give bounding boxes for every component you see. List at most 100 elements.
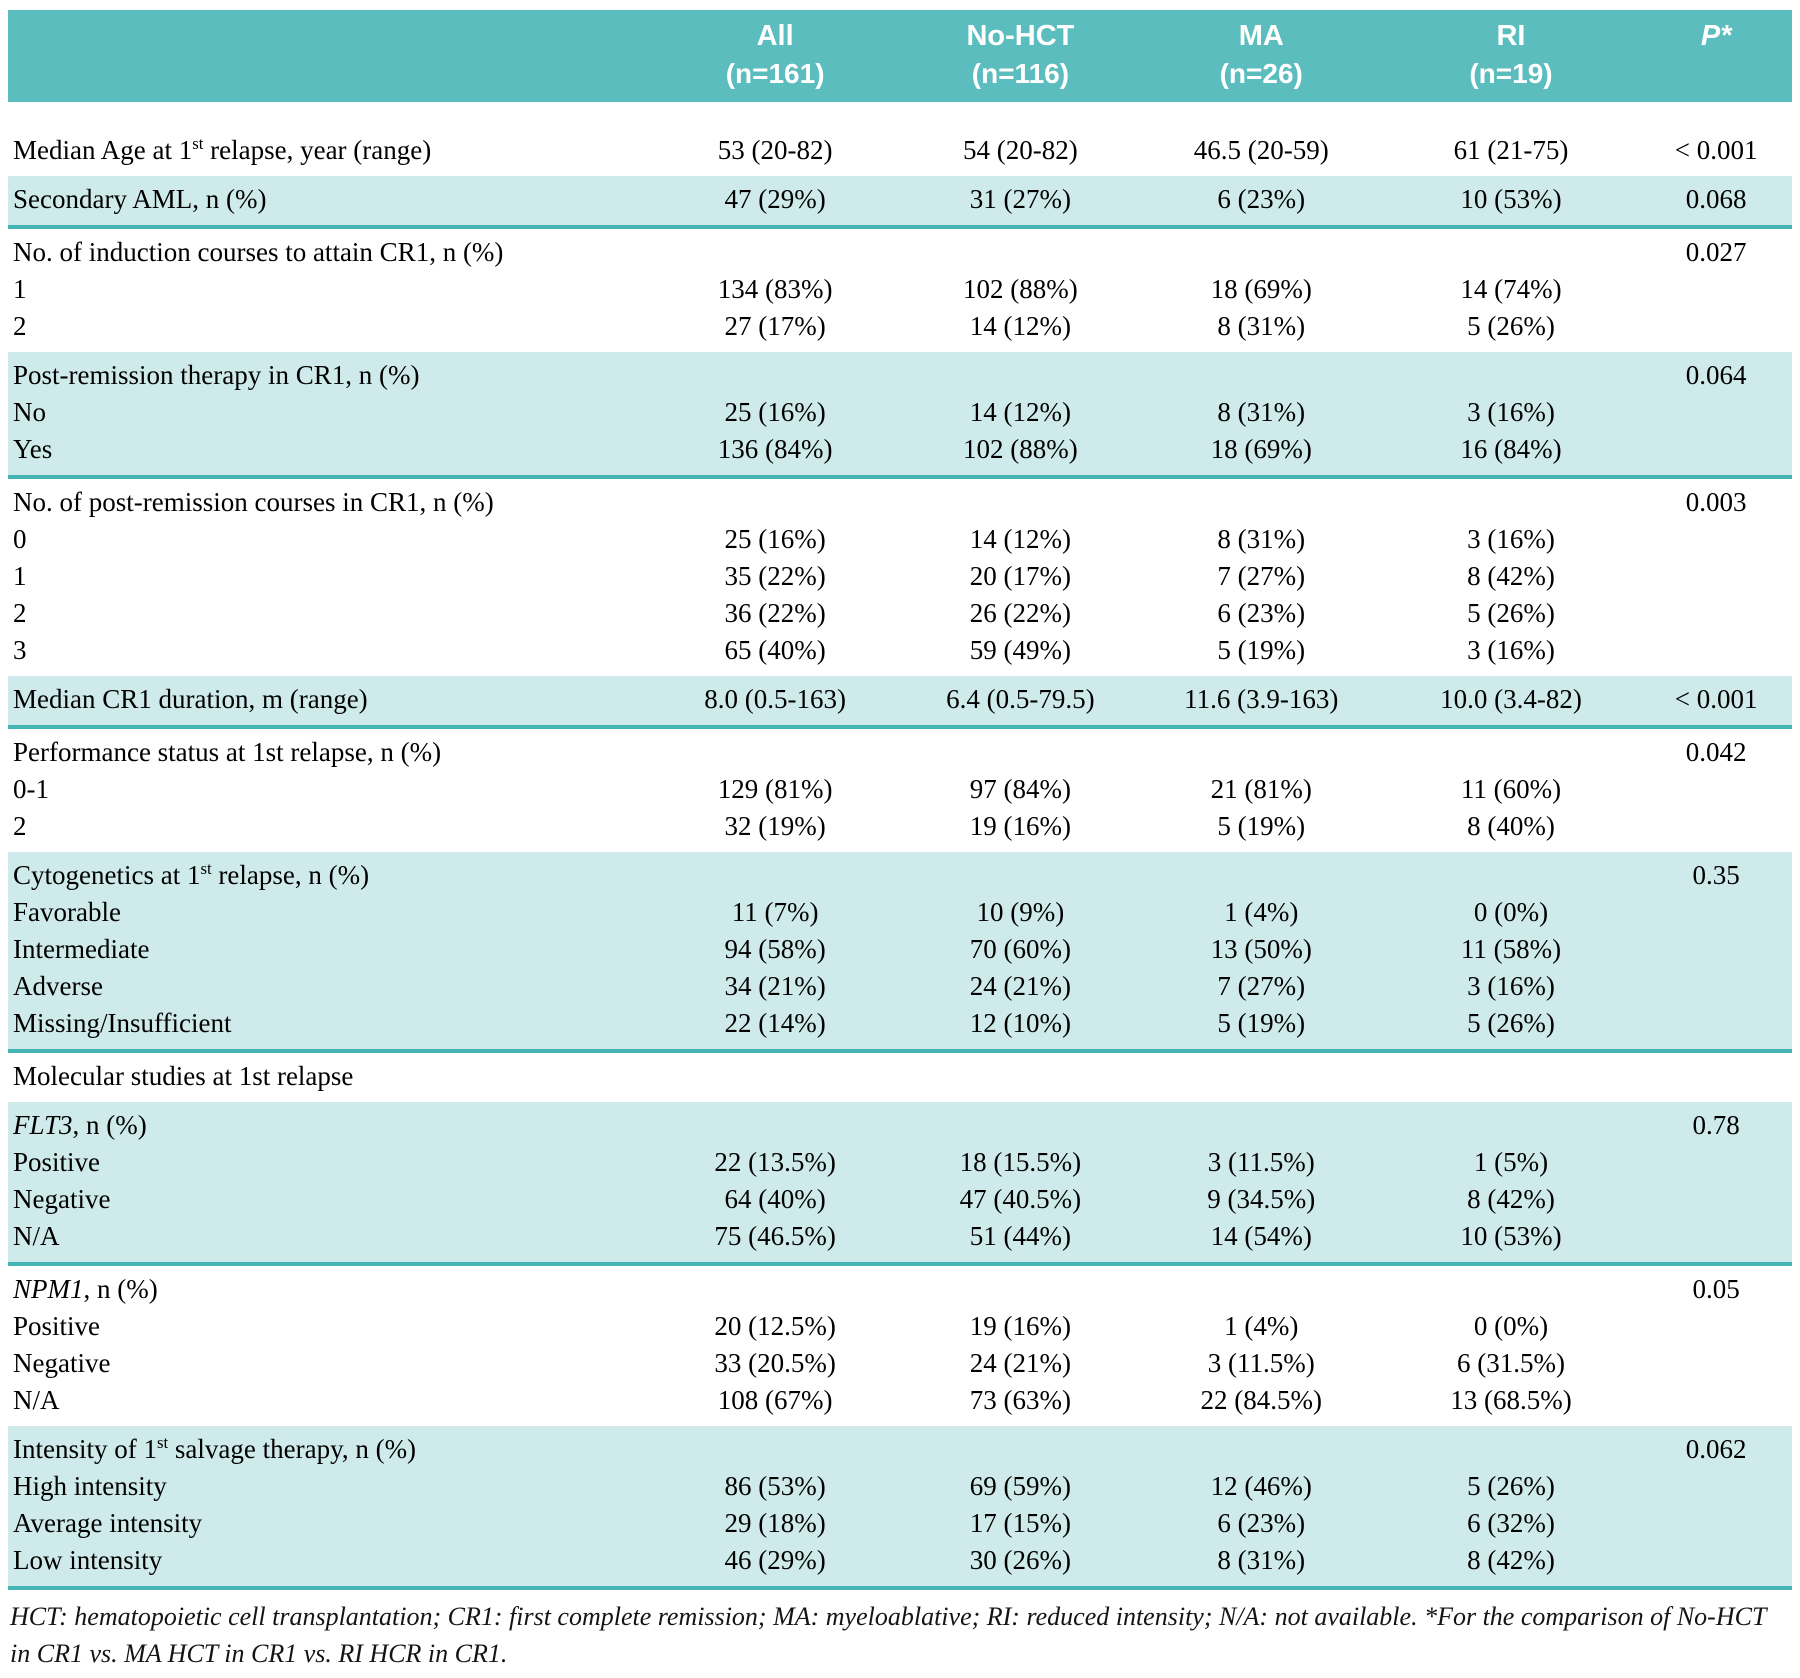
cell-value (900, 227, 1141, 271)
cell-value: 61 (21-75) (1381, 102, 1641, 176)
cell-value: 18 (15.5%) (900, 1144, 1141, 1181)
cell-value: 13 (68.5%) (1381, 1382, 1641, 1426)
cell-value: 108 (67%) (650, 1382, 900, 1426)
p-value (1640, 1382, 1792, 1426)
row-label: Negative (8, 1181, 651, 1218)
cell-value (900, 852, 1141, 894)
cell-value: 5 (26%) (1381, 595, 1641, 632)
cell-value (900, 1264, 1141, 1308)
cell-value: 6 (23%) (1140, 176, 1382, 227)
cell-value (650, 852, 900, 894)
cell-value: 27 (17%) (650, 308, 900, 352)
cell-value: 64 (40%) (650, 1181, 900, 1218)
cell-value: 8 (31%) (1140, 394, 1382, 431)
cell-value (1140, 1426, 1382, 1468)
table-row: 3 65 (40%) 59 (49%) 5 (19%) 3 (16%) (8, 632, 1792, 676)
row-label: No (8, 394, 651, 431)
p-value (1640, 271, 1792, 308)
column-header: P* (1640, 10, 1792, 102)
cell-value: 5 (26%) (1381, 1005, 1641, 1051)
row-label: 2 (8, 308, 651, 352)
table-row: Performance status at 1st relapse, n (%)… (8, 727, 1792, 771)
cell-value: 3 (16%) (1381, 521, 1641, 558)
cell-value (900, 352, 1141, 394)
table-section: Intensity of 1st salvage therapy, n (%) 0… (8, 1426, 1792, 1588)
cell-value (1140, 1051, 1382, 1102)
cell-value: 11 (60%) (1381, 771, 1641, 808)
cell-value: 70 (60%) (900, 931, 1141, 968)
cell-value: 33 (20.5%) (650, 1345, 900, 1382)
row-label: 1 (8, 558, 651, 595)
cell-value: 25 (16%) (650, 394, 900, 431)
cell-value: 3 (11.5%) (1140, 1345, 1382, 1382)
cell-value: 5 (19%) (1140, 1005, 1382, 1051)
cell-value: 8.0 (0.5-163) (650, 676, 900, 727)
header-row: All (n=161) No-HCT (n=116) MA (n=26) RI (n=19) P… (8, 10, 1792, 102)
table-row: N/A 108 (67%) 73 (63%) 22 (84.5%) 13 (68.5%) (8, 1382, 1792, 1426)
row-label: 1 (8, 271, 651, 308)
cell-value: 3 (16%) (1381, 632, 1641, 676)
cell-value (1140, 1102, 1382, 1144)
cell-value: 22 (14%) (650, 1005, 900, 1051)
cell-value: 12 (10%) (900, 1005, 1141, 1051)
table-row: Negative 64 (40%) 47 (40.5%) 9 (34.5%) 8 (42… (8, 1181, 1792, 1218)
cell-value: 6 (32%) (1381, 1505, 1641, 1542)
cell-value (1381, 852, 1641, 894)
cell-value: 10 (53%) (1381, 176, 1641, 227)
cell-value (650, 477, 900, 521)
cell-value: 14 (54%) (1140, 1218, 1382, 1264)
cell-value: 9 (34.5%) (1140, 1181, 1382, 1218)
table-row: High intensity 86 (53%) 69 (59%) 12 (46%) 5 … (8, 1468, 1792, 1505)
table-section: NPM1, n (%) 0.05 Positive 20 (12.5%) 19 (16%… (8, 1264, 1792, 1426)
cell-value (650, 352, 900, 394)
cell-value: 10 (53%) (1381, 1218, 1641, 1264)
p-value (1640, 595, 1792, 632)
table-row: 0 25 (16%) 14 (12%) 8 (31%) 3 (16%) (8, 521, 1792, 558)
cell-value: 8 (42%) (1381, 1542, 1641, 1588)
cell-value (1140, 727, 1382, 771)
p-value (1640, 1542, 1792, 1588)
table-row: No. of post-remission courses in CR1, n … (8, 477, 1792, 521)
row-label: FLT3, n (%) (8, 1102, 651, 1144)
row-label: 0 (8, 521, 651, 558)
cell-value (1381, 1426, 1641, 1468)
p-value: 0.78 (1640, 1102, 1792, 1144)
table-row: Positive 22 (13.5%) 18 (15.5%) 3 (11.5%) 1 (… (8, 1144, 1792, 1181)
row-label: Low intensity (8, 1542, 651, 1588)
p-value (1640, 1218, 1792, 1264)
cell-value: 19 (16%) (900, 808, 1141, 852)
cell-value: 31 (27%) (900, 176, 1141, 227)
p-value (1640, 558, 1792, 595)
table-row: Post-remission therapy in CR1, n (%) 0.06… (8, 352, 1792, 394)
cell-value: 14 (12%) (900, 308, 1141, 352)
table-header: All (n=161) No-HCT (n=116) MA (n=26) RI (n=19) P… (8, 10, 1792, 102)
row-label: NPM1, n (%) (8, 1264, 651, 1308)
table-section: Performance status at 1st relapse, n (%)… (8, 727, 1792, 852)
row-label: Adverse (8, 968, 651, 1005)
table-row: 2 27 (17%) 14 (12%) 8 (31%) 5 (26%) (8, 308, 1792, 352)
table-row: Average intensity 29 (18%) 17 (15%) 6 (23%)… (8, 1505, 1792, 1542)
row-label: Missing/Insufficient (8, 1005, 651, 1051)
cell-value: 25 (16%) (650, 521, 900, 558)
column-header: No-HCT (n=116) (900, 10, 1141, 102)
cell-value (1140, 1264, 1382, 1308)
cell-value: 47 (29%) (650, 176, 900, 227)
table-row: 0-1 129 (81%) 97 (84%) 21 (81%) 11 (60%) (8, 771, 1792, 808)
cell-value (1140, 227, 1382, 271)
cell-value: 13 (50%) (1140, 931, 1382, 968)
cell-value: 46 (29%) (650, 1542, 900, 1588)
table-row: Adverse 34 (21%) 24 (21%) 7 (27%) 3 (16%) (8, 968, 1792, 1005)
cell-value: 6.4 (0.5-79.5) (900, 676, 1141, 727)
cell-value (1381, 352, 1641, 394)
table-section: Secondary AML, n (%) 47 (29%) 31 (27%) 6 (2… (8, 176, 1792, 227)
p-value: 0.062 (1640, 1426, 1792, 1468)
row-label: Molecular studies at 1st relapse (8, 1051, 651, 1102)
p-value: 0.35 (1640, 852, 1792, 894)
table-section: Molecular studies at 1st relapse (8, 1051, 1792, 1102)
table-row: No 25 (16%) 14 (12%) 8 (31%) 3 (16%) (8, 394, 1792, 431)
row-label: N/A (8, 1218, 651, 1264)
p-value: < 0.001 (1640, 676, 1792, 727)
row-label: 0-1 (8, 771, 651, 808)
table-section: FLT3, n (%) 0.78 Positive 22 (13.5%) 18 (15.… (8, 1102, 1792, 1264)
row-label: Median CR1 duration, m (range) (8, 676, 651, 727)
